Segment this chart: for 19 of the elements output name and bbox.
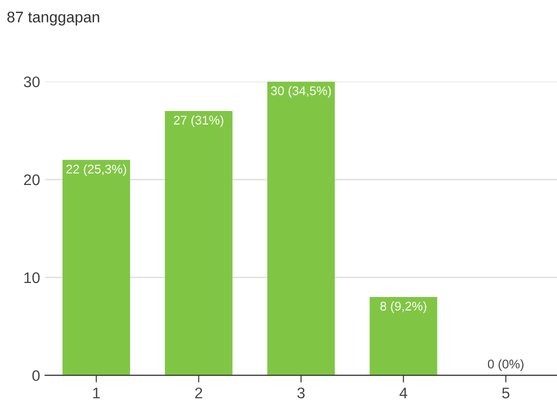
y-tick-label: 0 — [32, 370, 40, 382]
x-tick-label: 2 — [195, 388, 202, 398]
x-tick-label: 1 — [93, 388, 100, 398]
data-label: 27 (31%) — [174, 115, 224, 128]
x-tick-label: 5 — [502, 388, 510, 398]
y-tick-label: 10 — [24, 272, 40, 284]
data-label: 22 (25,3%) — [66, 164, 126, 176]
data-label: 8 (9,2%) — [380, 301, 426, 314]
x-tick-label: 4 — [400, 388, 408, 398]
data-label: 30 (34,5%) — [270, 86, 331, 98]
x-tick-label: 3 — [297, 388, 305, 398]
data-label: 0 (0%) — [488, 359, 524, 371]
bar — [267, 82, 335, 376]
bar — [62, 160, 130, 376]
y-tick-label: 20 — [24, 174, 40, 186]
text: 87 tanggapan — [7, 12, 100, 26]
bar — [164, 110, 232, 376]
bar — [370, 297, 438, 376]
y-tick-label: 30 — [24, 76, 40, 88]
